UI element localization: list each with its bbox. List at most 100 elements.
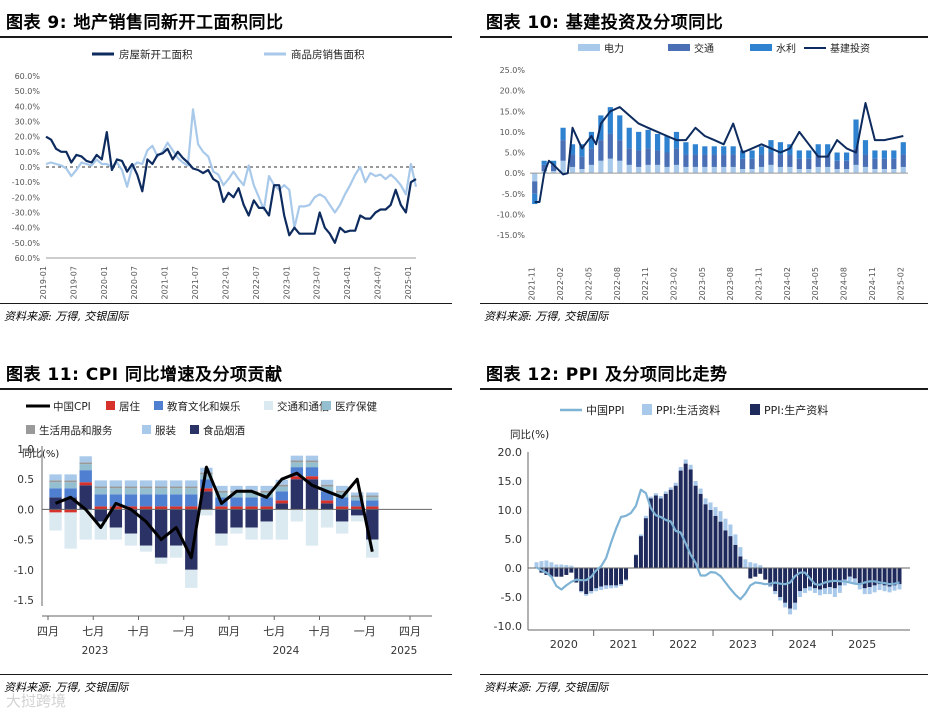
bar-交通 bbox=[900, 154, 906, 167]
bar-production bbox=[728, 536, 733, 568]
bar-医疗保健 bbox=[351, 497, 364, 501]
bar-水利 bbox=[740, 150, 746, 159]
legend-label-1: 交通 bbox=[694, 42, 714, 55]
x-tick-label: 2021 bbox=[610, 638, 638, 651]
bar-交通 bbox=[881, 158, 887, 169]
legend-label-6: 服装 bbox=[155, 424, 176, 437]
bar-production bbox=[708, 510, 713, 568]
bar-服装 bbox=[351, 492, 364, 496]
bar-生活用品和服务 bbox=[109, 486, 123, 489]
bar-居住 bbox=[154, 506, 168, 510]
legend-label-1: PPI:生活资料 bbox=[656, 403, 720, 417]
bar-水利 bbox=[645, 129, 651, 149]
y-tick-label: -1.0 bbox=[14, 565, 35, 577]
legend-label-0: 电力 bbox=[604, 42, 624, 55]
bar-居住 bbox=[366, 506, 379, 510]
bar-教育文化和娱乐 bbox=[94, 494, 107, 507]
chart10-bottom-rule bbox=[480, 303, 928, 304]
bar-医疗保健 bbox=[200, 474, 213, 480]
bar-电力 bbox=[683, 166, 689, 174]
bar-电力 bbox=[758, 166, 765, 174]
bar-水利 bbox=[815, 144, 821, 155]
bar-电力 bbox=[579, 169, 585, 174]
bar-living bbox=[569, 565, 574, 568]
bar-production bbox=[887, 568, 892, 587]
x-year-label: 2023 bbox=[82, 645, 109, 657]
bar-production bbox=[643, 518, 648, 568]
bar-水利 bbox=[749, 150, 755, 159]
bar-living bbox=[887, 586, 892, 593]
bar-水利 bbox=[834, 152, 840, 161]
bar-production bbox=[569, 568, 574, 573]
y-tick-label: 10.0% bbox=[500, 128, 526, 137]
bar-食品烟酒 bbox=[215, 509, 228, 534]
bar-production bbox=[678, 470, 683, 568]
bar-水利 bbox=[569, 144, 576, 155]
bar-交通 bbox=[560, 140, 566, 161]
x-tick-label: 一月 bbox=[173, 625, 195, 638]
y-tick-label: 15.0 bbox=[498, 475, 523, 488]
legend-swatch-1 bbox=[642, 404, 652, 415]
bar-居住 bbox=[139, 506, 153, 510]
bar-电力 bbox=[598, 160, 604, 174]
bar-交通 bbox=[891, 158, 897, 169]
legend-label-2: PPI:生产资料 bbox=[764, 403, 828, 417]
bar-交通和通信 bbox=[79, 509, 92, 540]
bar-production bbox=[609, 568, 614, 586]
bar-电力 bbox=[777, 166, 784, 174]
bar-production bbox=[793, 568, 798, 603]
bar-production bbox=[673, 485, 678, 568]
bar-电力 bbox=[607, 158, 613, 174]
chart11-bottom-rule bbox=[0, 674, 452, 675]
bar-生活用品和服务 bbox=[260, 490, 273, 493]
bar-服装 bbox=[154, 480, 168, 487]
bar-living bbox=[614, 585, 619, 588]
bar-电力 bbox=[664, 166, 670, 174]
bar-水利 bbox=[654, 133, 661, 151]
bar-living bbox=[778, 597, 783, 601]
x-tick-label: 十月 bbox=[128, 624, 150, 638]
bar-交通 bbox=[834, 160, 840, 169]
bar-水利 bbox=[796, 150, 802, 159]
y-tick-label: -5.0 bbox=[501, 591, 522, 604]
bar-production bbox=[867, 568, 872, 588]
bar-居住 bbox=[200, 488, 213, 492]
bar-教育文化和娱乐 bbox=[305, 467, 319, 477]
bar-食品烟酒 bbox=[290, 479, 304, 510]
bar-服装 bbox=[109, 480, 123, 487]
bar-电力 bbox=[768, 164, 774, 174]
bar-production bbox=[658, 498, 663, 568]
bar-食品烟酒 bbox=[200, 491, 213, 510]
bar-living bbox=[624, 579, 628, 581]
bar-水利 bbox=[891, 150, 897, 159]
bar-医疗保健 bbox=[154, 488, 168, 495]
bar-production bbox=[648, 498, 653, 568]
bar-服装 bbox=[64, 474, 77, 481]
bar-食品烟酒 bbox=[260, 509, 273, 522]
bar-交通 bbox=[740, 158, 746, 169]
x-tick-label: 2024-07 bbox=[374, 266, 383, 299]
bar-服装 bbox=[245, 485, 258, 491]
bar-交通和通信 bbox=[109, 527, 123, 540]
bar-教育文化和娱乐 bbox=[245, 497, 258, 507]
bar-服装 bbox=[124, 480, 138, 487]
y-tick-label: 30.0% bbox=[15, 118, 41, 127]
x-tick-label: 2022-02 bbox=[556, 267, 565, 300]
bar-production bbox=[653, 495, 658, 568]
bar-production bbox=[703, 504, 708, 568]
bar-production bbox=[599, 568, 604, 587]
bar-production bbox=[877, 568, 882, 585]
bar-服装 bbox=[139, 480, 153, 487]
x-tick-label: 2023-02 bbox=[669, 267, 678, 300]
bar-医疗保健 bbox=[139, 488, 153, 495]
bar-living bbox=[723, 518, 728, 531]
bar-living bbox=[753, 563, 758, 568]
legend-label-0: 中国PPI bbox=[586, 404, 625, 417]
bar-living bbox=[633, 554, 638, 556]
bar-living bbox=[773, 591, 778, 595]
chart10-title-rule bbox=[480, 36, 928, 38]
bar-production bbox=[753, 568, 758, 577]
bar-production bbox=[718, 521, 723, 568]
legend-label-7: 食品烟酒 bbox=[203, 424, 245, 437]
bar-居住 bbox=[215, 506, 228, 510]
